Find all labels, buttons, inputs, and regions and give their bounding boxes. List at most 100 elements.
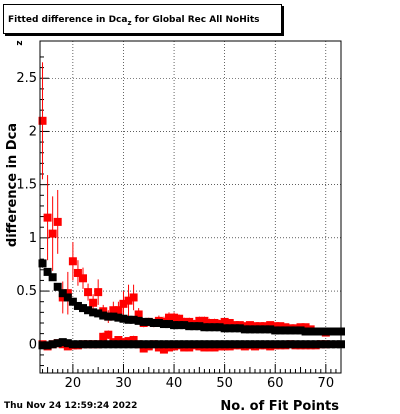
data-point — [235, 324, 244, 333]
y-tick-label: 0 — [29, 337, 37, 352]
data-point — [68, 340, 77, 349]
data-point — [149, 340, 158, 349]
data-point — [291, 340, 300, 349]
data-point — [311, 327, 320, 336]
data-point — [266, 321, 275, 330]
datestamp: Thu Nov 24 12:59:24 2022 — [4, 401, 138, 411]
data-point — [84, 340, 93, 349]
data-point — [225, 324, 234, 333]
data-point — [185, 317, 194, 326]
data-point — [281, 340, 290, 349]
data-point — [301, 323, 310, 332]
data-point — [235, 340, 244, 349]
data-point — [79, 274, 87, 283]
data-point — [326, 340, 335, 349]
data-point — [205, 318, 214, 327]
data-point — [79, 340, 87, 349]
data-point — [73, 340, 82, 349]
y-axis-label: difference in Dca — [5, 123, 20, 247]
data-point — [220, 340, 229, 349]
data-point — [225, 318, 234, 327]
data-point — [109, 306, 118, 315]
data-point — [256, 340, 265, 349]
data-point — [276, 322, 285, 331]
data-point — [175, 340, 184, 349]
data-point — [245, 325, 254, 334]
data-point — [114, 340, 123, 349]
data-point — [215, 340, 224, 349]
data-point — [119, 299, 128, 308]
data-point — [261, 325, 270, 334]
data-point — [326, 327, 335, 336]
data-point — [63, 293, 72, 302]
data-point — [240, 325, 249, 334]
data-point — [175, 321, 184, 330]
data-point — [109, 340, 118, 349]
series-1 — [38, 62, 330, 337]
data-point — [53, 217, 62, 226]
data-point — [190, 340, 199, 349]
data-point — [321, 327, 330, 336]
data-point — [99, 340, 108, 349]
data-point — [286, 340, 295, 349]
data-point — [139, 340, 148, 349]
x-tick-label: 60 — [267, 376, 284, 391]
data-point — [159, 345, 168, 354]
data-marks — [38, 62, 345, 354]
data-point — [170, 340, 179, 349]
data-point — [43, 341, 52, 350]
data-point — [99, 332, 108, 341]
data-point — [99, 307, 108, 316]
data-point — [114, 336, 123, 345]
data-point — [261, 340, 270, 349]
data-point — [271, 340, 280, 349]
data-point — [89, 308, 98, 317]
data-point — [301, 340, 310, 349]
data-point — [73, 301, 82, 310]
data-point — [165, 340, 173, 349]
data-point — [114, 306, 123, 315]
data-point — [190, 322, 199, 331]
y-tick-label: 0.5 — [16, 284, 37, 299]
data-point — [185, 322, 194, 331]
data-point — [104, 312, 113, 321]
chart-title: Fitted difference in Dcaz for Global Rec… — [8, 15, 260, 27]
data-point — [134, 316, 143, 325]
data-point — [296, 326, 305, 335]
data-point — [129, 293, 138, 302]
data-point — [94, 309, 103, 318]
data-point — [99, 311, 108, 320]
data-point — [124, 340, 133, 349]
data-point — [129, 336, 138, 345]
data-point — [58, 289, 67, 298]
data-point — [225, 340, 234, 349]
x-tick-label: 50 — [216, 376, 233, 391]
data-point — [180, 321, 189, 330]
series-2 — [38, 259, 345, 336]
data-point — [220, 317, 229, 326]
data-point — [195, 316, 204, 325]
data-point — [215, 323, 224, 332]
data-point — [134, 340, 143, 349]
data-point — [195, 340, 204, 349]
data-point — [251, 325, 259, 334]
data-point — [271, 322, 280, 331]
data-point — [266, 340, 275, 349]
data-point — [79, 304, 87, 313]
data-point — [245, 340, 254, 349]
data-point — [175, 314, 184, 323]
data-point — [38, 259, 47, 268]
data-point — [58, 293, 67, 302]
data-point — [210, 340, 219, 349]
chart-title-suffix: for Global Rec All NoHits — [131, 15, 260, 25]
y-tick-label: 2 — [29, 124, 37, 139]
data-point — [119, 314, 128, 323]
data-point — [154, 340, 163, 349]
tick-labels: 20 30 40 50 60 70 0 0.5 1 1.5 2 2.5 — [16, 71, 334, 391]
data-point — [129, 340, 138, 349]
data-point — [245, 321, 254, 330]
data-point — [63, 289, 72, 298]
data-point — [89, 298, 98, 307]
data-point — [321, 340, 330, 349]
data-point — [286, 326, 295, 335]
